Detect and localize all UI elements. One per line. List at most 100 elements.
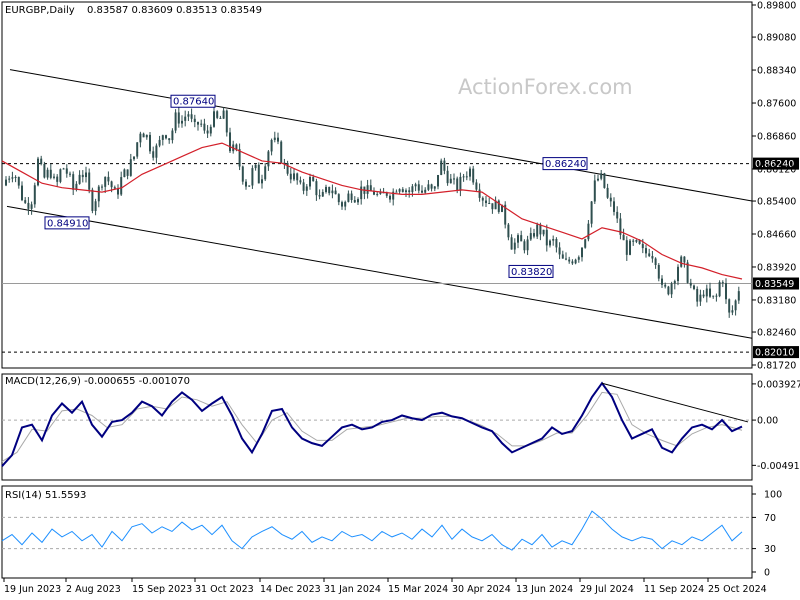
candle-body [478,189,481,198]
candle-body [129,159,132,176]
price-channel [6,69,753,339]
watermark: ActionForex.com [458,75,633,99]
x-tick-label: 25 Oct 2024 [708,584,767,595]
candle-body [267,151,270,167]
candle-body [641,243,644,249]
candle-body [683,256,686,263]
channel-lower-line [6,205,753,339]
candle-body [171,130,174,141]
candle-body [113,187,116,189]
candle-body [443,160,446,171]
candle-body [465,176,468,178]
candle-body [353,199,356,203]
candle-body [485,200,487,204]
candle-body [373,191,375,195]
candle-body [533,233,535,237]
level-label: 0.83549 [755,279,794,290]
candle-body [616,211,619,219]
candle-body [529,233,532,240]
candle-body [17,176,20,186]
annotation-box [44,216,90,230]
candle-body [142,133,145,138]
candle-body [597,178,599,181]
candle-body [667,286,670,295]
candle-body [334,190,337,195]
macd-title: MACD(12,26,9) -0.000655 -0.001070 [5,376,190,387]
price-tick-label: 0.83920 [757,262,796,273]
candle-body [37,158,39,186]
candle-body [49,169,52,178]
candle-body [536,224,539,237]
channel-upper-line [9,69,753,202]
price-tick-label: 0.86860 [757,131,796,142]
candle-body [699,294,702,302]
candle-body [571,261,574,264]
candle-body [33,185,36,205]
rsi-tick-label: 70 [764,513,776,524]
candle-body [158,139,161,146]
candle-body [168,138,171,141]
candle-body [123,169,126,178]
candle-body [161,135,164,140]
candle-body [78,174,81,184]
candle-body [424,189,427,193]
candle-body [53,176,55,178]
candle-body [430,184,433,189]
candle-body [181,120,183,124]
candle-body [165,135,167,139]
candle-body [69,173,71,175]
candle-body [414,184,417,187]
horizontal-levels: 0.86240 0.83549 0.82010 [2,157,799,359]
candle-body [709,288,711,297]
candle-body [558,247,561,255]
candle-body [296,173,299,181]
candle-body [299,180,302,183]
candle-body [561,254,564,259]
candle-body [737,291,740,301]
candle-body [513,242,516,250]
chart-panels [1,1,753,579]
candle-body [504,204,507,225]
candle-body [472,168,475,183]
rsi-line [1,510,743,551]
candle-body [152,151,155,158]
candle-body [318,195,321,197]
annotation-label: 0.87640 [173,97,214,108]
candle-body [664,284,667,287]
candle-body [264,166,267,180]
candle-body [248,185,251,187]
candle-body [680,256,683,267]
candle-body [225,110,228,133]
candle-body [555,239,558,248]
candle-body [133,156,135,160]
candle-body [190,114,193,119]
candle-body [501,204,503,212]
panel-rsi [1,485,753,579]
chart-title: EURGBP,Daily [5,5,75,16]
candle-body [638,239,641,244]
moving-average-line [1,142,743,280]
candle-body [139,133,142,143]
candle-body [718,282,721,297]
candle-body [574,259,577,264]
candle-body [603,173,606,188]
level-label: 0.82010 [755,348,794,359]
candle-body [8,178,11,180]
x-tick-label: 30 Apr 2024 [452,584,511,595]
candle-body [670,283,673,295]
candle-body [613,201,615,212]
candle-body [481,197,484,201]
candle-body [677,266,679,282]
candle-body [273,137,276,140]
level-label: 0.86240 [755,159,794,170]
price-tick-label: 0.81720 [757,361,796,372]
candle-body [235,144,238,150]
price-tick-label: 0.86120 [757,164,796,175]
candle-body [110,181,113,188]
candle-body [469,168,471,177]
candle-body [229,132,231,152]
candle-body [62,168,65,170]
candle-body [209,126,212,134]
chart-quote: 0.83587 0.83609 0.83513 0.83549 [87,5,262,16]
candle-body [321,192,324,197]
